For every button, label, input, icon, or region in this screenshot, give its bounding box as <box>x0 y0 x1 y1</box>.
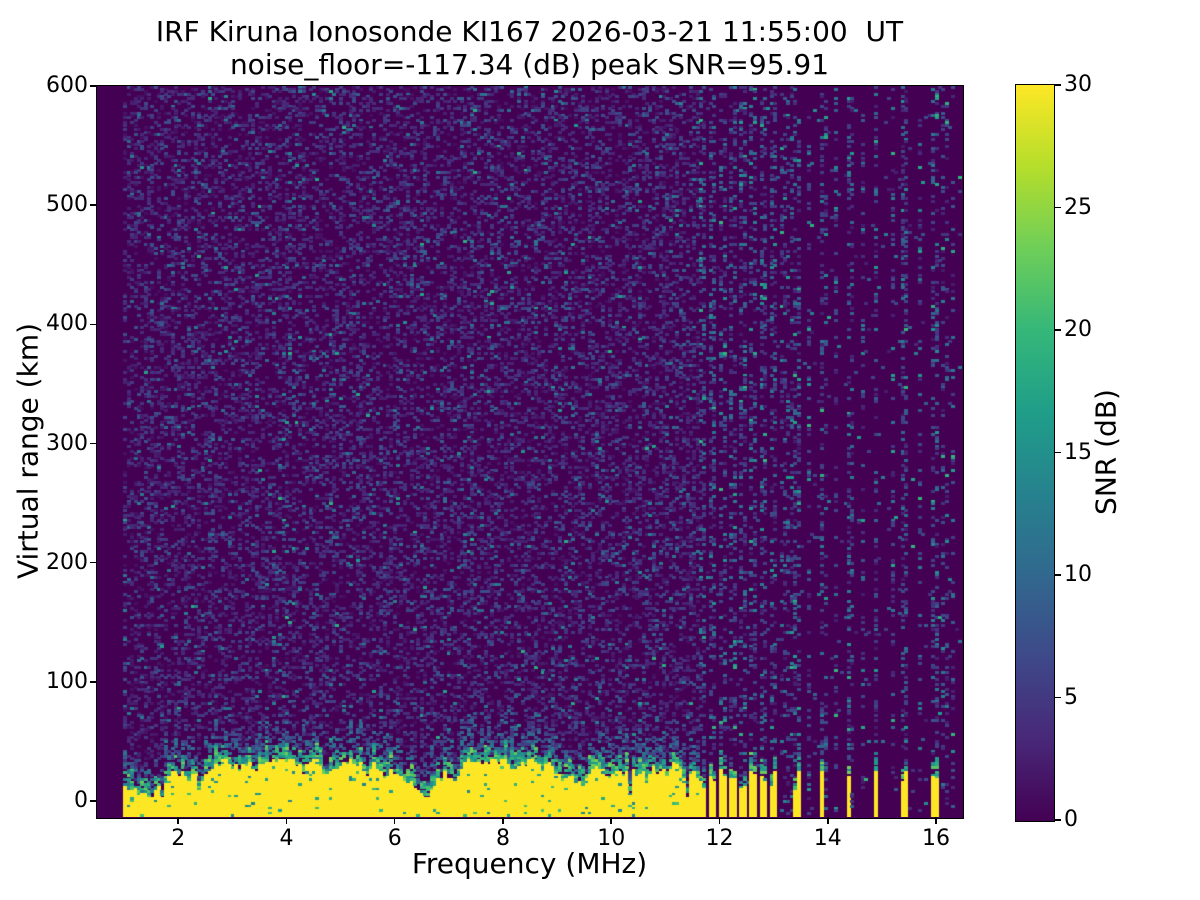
y-axis-label: Virtual range (km) <box>11 322 45 580</box>
colorbar-tick-mark <box>1054 329 1061 331</box>
colorbar-label: SNR (dB) <box>1089 389 1123 515</box>
heatmap-canvas <box>96 85 962 817</box>
colorbar-gradient <box>1015 84 1054 821</box>
colorbar-tick-label: 0 <box>1064 807 1078 832</box>
y-tick-label: 600 <box>46 73 88 98</box>
colorbar-tick-mark <box>1054 84 1061 86</box>
plot-title-line2: noise_floor=-117.34 (dB) peak SNR=95.91 <box>229 48 830 81</box>
colorbar-tick-label: 20 <box>1064 317 1092 342</box>
plot-title-line1: IRF Kiruna Ionosonde KI167 2026-03-21 11… <box>155 15 904 48</box>
colorbar-tick-mark <box>1054 696 1061 699</box>
colorbar-tick-mark <box>1054 451 1061 454</box>
colorbar-tick-label: 30 <box>1064 72 1092 97</box>
colorbar-tick-label: 15 <box>1064 439 1092 465</box>
y-tick-label: 500 <box>46 192 88 218</box>
colorbar-tick-label: 5 <box>1064 684 1078 710</box>
colorbar-tick-label: 25 <box>1064 194 1092 220</box>
y-tick-label: 0 <box>74 788 88 814</box>
y-tick-label: 100 <box>46 668 88 694</box>
plot-title: IRF Kiruna Ionosonde KI167 2026-03-21 11… <box>97 15 962 81</box>
heatmap-plot-area <box>95 84 964 819</box>
colorbar-tick-mark <box>1054 819 1061 821</box>
colorbar-tick-label: 10 <box>1064 562 1092 587</box>
colorbar-tick-mark <box>1054 206 1061 209</box>
colorbar <box>1014 83 1055 822</box>
x-axis-label: Frequency (MHz) <box>411 847 648 880</box>
colorbar-tick-mark <box>1054 574 1061 576</box>
